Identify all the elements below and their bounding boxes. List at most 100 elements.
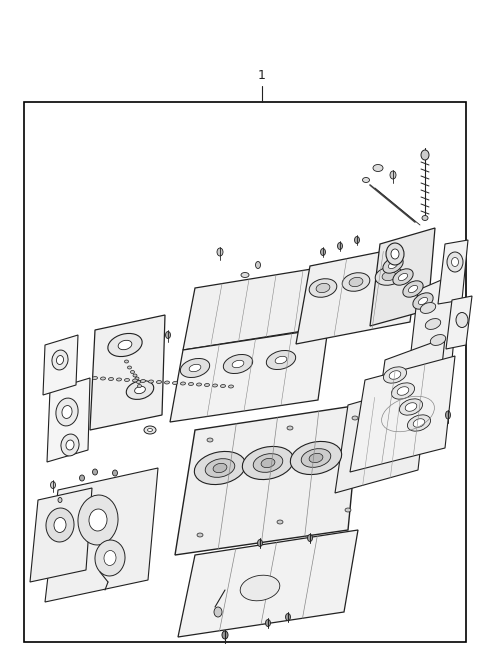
Ellipse shape [242, 447, 294, 479]
Ellipse shape [228, 385, 233, 388]
Ellipse shape [321, 248, 325, 255]
Ellipse shape [131, 371, 134, 373]
Ellipse shape [196, 383, 202, 386]
Ellipse shape [144, 426, 156, 434]
Ellipse shape [223, 354, 252, 373]
Polygon shape [296, 244, 420, 344]
Ellipse shape [117, 378, 121, 381]
Ellipse shape [156, 381, 161, 384]
Ellipse shape [290, 441, 342, 475]
Polygon shape [408, 272, 460, 378]
Ellipse shape [100, 377, 106, 380]
Ellipse shape [136, 381, 141, 383]
Polygon shape [350, 356, 455, 472]
Ellipse shape [165, 381, 169, 384]
Ellipse shape [108, 377, 113, 381]
Ellipse shape [422, 215, 428, 221]
Ellipse shape [57, 356, 63, 364]
Ellipse shape [50, 481, 56, 489]
Ellipse shape [124, 379, 130, 381]
Ellipse shape [135, 377, 139, 380]
Ellipse shape [253, 454, 283, 472]
Ellipse shape [309, 279, 337, 297]
Ellipse shape [141, 379, 145, 383]
Bar [24, 102, 466, 642]
Ellipse shape [384, 367, 407, 383]
Ellipse shape [134, 386, 145, 394]
Ellipse shape [240, 575, 280, 601]
Polygon shape [335, 382, 428, 493]
Ellipse shape [93, 377, 97, 379]
Ellipse shape [355, 236, 360, 244]
Ellipse shape [286, 614, 290, 620]
Ellipse shape [420, 303, 436, 314]
Ellipse shape [213, 463, 227, 473]
Ellipse shape [194, 451, 246, 485]
Ellipse shape [54, 517, 66, 533]
Ellipse shape [56, 398, 78, 426]
Ellipse shape [452, 257, 458, 267]
Ellipse shape [393, 269, 413, 285]
Ellipse shape [255, 261, 261, 269]
Ellipse shape [78, 495, 118, 545]
Polygon shape [372, 338, 445, 452]
Ellipse shape [413, 293, 433, 309]
Ellipse shape [403, 281, 423, 297]
Ellipse shape [118, 341, 132, 350]
Ellipse shape [89, 509, 107, 531]
Ellipse shape [316, 284, 330, 293]
Ellipse shape [345, 508, 351, 512]
Ellipse shape [447, 252, 463, 272]
Ellipse shape [62, 405, 72, 419]
Ellipse shape [388, 261, 397, 269]
Ellipse shape [352, 416, 358, 420]
Ellipse shape [421, 150, 429, 160]
Ellipse shape [389, 371, 401, 379]
Ellipse shape [287, 426, 293, 430]
Polygon shape [370, 228, 435, 326]
Ellipse shape [147, 428, 153, 432]
Polygon shape [90, 315, 165, 430]
Ellipse shape [277, 520, 283, 524]
Polygon shape [170, 328, 328, 422]
Ellipse shape [128, 366, 132, 369]
Ellipse shape [275, 356, 287, 364]
Ellipse shape [362, 178, 370, 183]
Polygon shape [446, 296, 472, 349]
Ellipse shape [337, 242, 343, 250]
Text: 1: 1 [258, 69, 265, 82]
Ellipse shape [349, 277, 363, 287]
Ellipse shape [80, 475, 84, 481]
Ellipse shape [342, 272, 370, 291]
Ellipse shape [166, 331, 170, 339]
Ellipse shape [373, 164, 383, 172]
Ellipse shape [61, 434, 79, 456]
Ellipse shape [413, 419, 425, 427]
Ellipse shape [213, 384, 217, 387]
Ellipse shape [382, 271, 396, 280]
Ellipse shape [398, 273, 408, 280]
Ellipse shape [309, 453, 323, 462]
Ellipse shape [52, 350, 68, 370]
Ellipse shape [197, 533, 203, 537]
Polygon shape [43, 335, 78, 395]
Ellipse shape [397, 386, 409, 395]
Ellipse shape [180, 358, 210, 377]
Ellipse shape [104, 550, 116, 565]
Ellipse shape [189, 383, 193, 386]
Ellipse shape [301, 449, 331, 467]
Ellipse shape [189, 364, 201, 372]
Ellipse shape [399, 399, 422, 415]
Ellipse shape [172, 381, 178, 384]
Ellipse shape [386, 243, 404, 265]
Polygon shape [47, 378, 90, 462]
Ellipse shape [66, 440, 74, 450]
Ellipse shape [375, 267, 403, 286]
Ellipse shape [308, 534, 312, 542]
Ellipse shape [112, 470, 118, 476]
Ellipse shape [456, 312, 468, 328]
Ellipse shape [425, 318, 441, 329]
Ellipse shape [214, 607, 222, 617]
Polygon shape [438, 240, 468, 304]
Ellipse shape [408, 415, 431, 431]
